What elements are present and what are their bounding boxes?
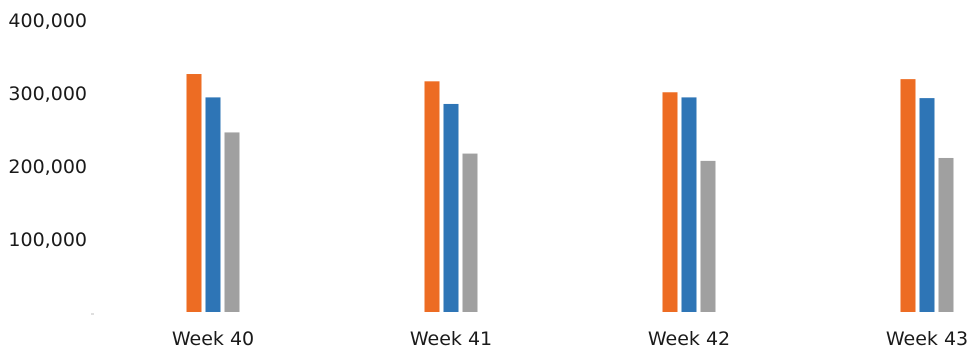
bar (900, 79, 916, 312)
y-tick-label: 100,000 (8, 229, 87, 251)
bar (662, 92, 678, 313)
x-category-label: Week 40 (172, 328, 254, 349)
bar (938, 157, 954, 312)
x-category-label: Week 41 (410, 328, 492, 349)
x-category-label: Week 43 (886, 328, 968, 349)
bar (205, 97, 221, 312)
y-tick-label: 200,000 (8, 156, 87, 178)
bar (224, 132, 240, 312)
bars (186, 74, 954, 313)
y-tick-label: 300,000 (8, 83, 87, 105)
x-axis: Week 40 Week 41 Week 42 Week 43 (172, 328, 968, 349)
y-tick-label: 400,000 (8, 10, 87, 32)
bar (681, 97, 697, 312)
bar (186, 74, 202, 313)
bar (700, 160, 716, 312)
bar (443, 103, 459, 312)
bar (919, 98, 935, 312)
bar (462, 153, 478, 312)
x-category-label: Week 42 (648, 328, 730, 349)
y-axis: 100,000 200,000 300,000 400,000 (8, 10, 94, 315)
bar (424, 81, 440, 312)
